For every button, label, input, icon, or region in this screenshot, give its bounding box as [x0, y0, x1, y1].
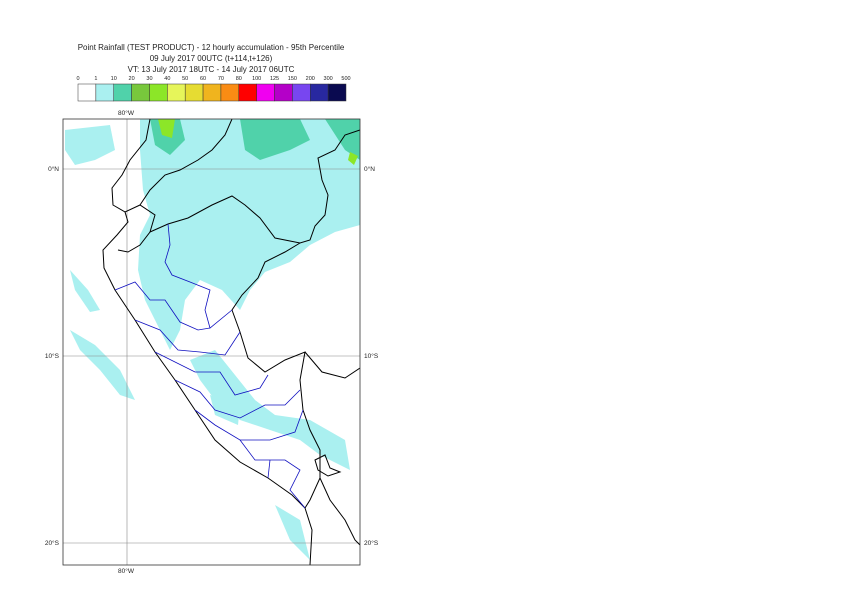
legend-label: 125	[270, 76, 279, 82]
legend-label: 100	[252, 76, 261, 82]
lon-label: 80°W	[118, 567, 135, 575]
legend-swatch	[184, 83, 204, 102]
legend-label: 300	[324, 76, 333, 82]
legend: 0 1 10 20 30 40 50 60 70 80 100 125 150 200 300 500	[76, 76, 351, 102]
lon-label: 80°W	[118, 109, 135, 117]
legend-label: 30	[146, 76, 152, 82]
legend-label: 50	[182, 76, 188, 82]
legend-swatch	[238, 83, 257, 102]
legend-label: 10	[111, 76, 117, 82]
legend-label: 40	[164, 76, 170, 82]
legend-label: 200	[306, 76, 315, 82]
lat-label: 10°S	[45, 352, 60, 360]
lat-label: 0°N	[364, 165, 375, 173]
legend-swatch	[131, 83, 150, 102]
legend-label: 60	[200, 76, 206, 82]
legend-label: 70	[218, 76, 224, 82]
valid-time: VT: 13 July 2017 18UTC - 14 July 2017 06…	[128, 65, 295, 74]
lat-label: 0°N	[48, 165, 59, 173]
title: Point Rainfall (TEST PRODUCT) - 12 hourl…	[78, 43, 345, 52]
legend-swatch	[202, 83, 222, 102]
legend-label: 1	[94, 76, 97, 82]
legend-swatch	[327, 83, 347, 102]
subtitle: 09 July 2017 00UTC (t+114,t+126)	[150, 54, 273, 63]
map-frame	[62, 118, 361, 566]
lat-label: 20°S	[45, 539, 60, 547]
legend-swatch	[113, 83, 132, 102]
legend-label: 500	[341, 76, 350, 82]
legend-swatch	[167, 83, 186, 102]
legend-label: 0	[76, 76, 79, 82]
legend-swatch	[292, 83, 311, 102]
lat-label: 10°S	[364, 352, 379, 360]
legend-swatch	[256, 83, 275, 102]
legend-swatch	[220, 83, 240, 102]
legend-swatch	[149, 83, 168, 102]
legend-swatch	[310, 83, 329, 102]
map	[63, 119, 360, 565]
legend-label: 80	[236, 76, 242, 82]
legend-swatch	[95, 83, 114, 102]
legend-label: 20	[129, 76, 135, 82]
legend-label: 150	[288, 76, 297, 82]
lat-label: 20°S	[364, 539, 379, 547]
legend-swatch	[274, 83, 293, 102]
legend-swatch	[77, 83, 97, 102]
